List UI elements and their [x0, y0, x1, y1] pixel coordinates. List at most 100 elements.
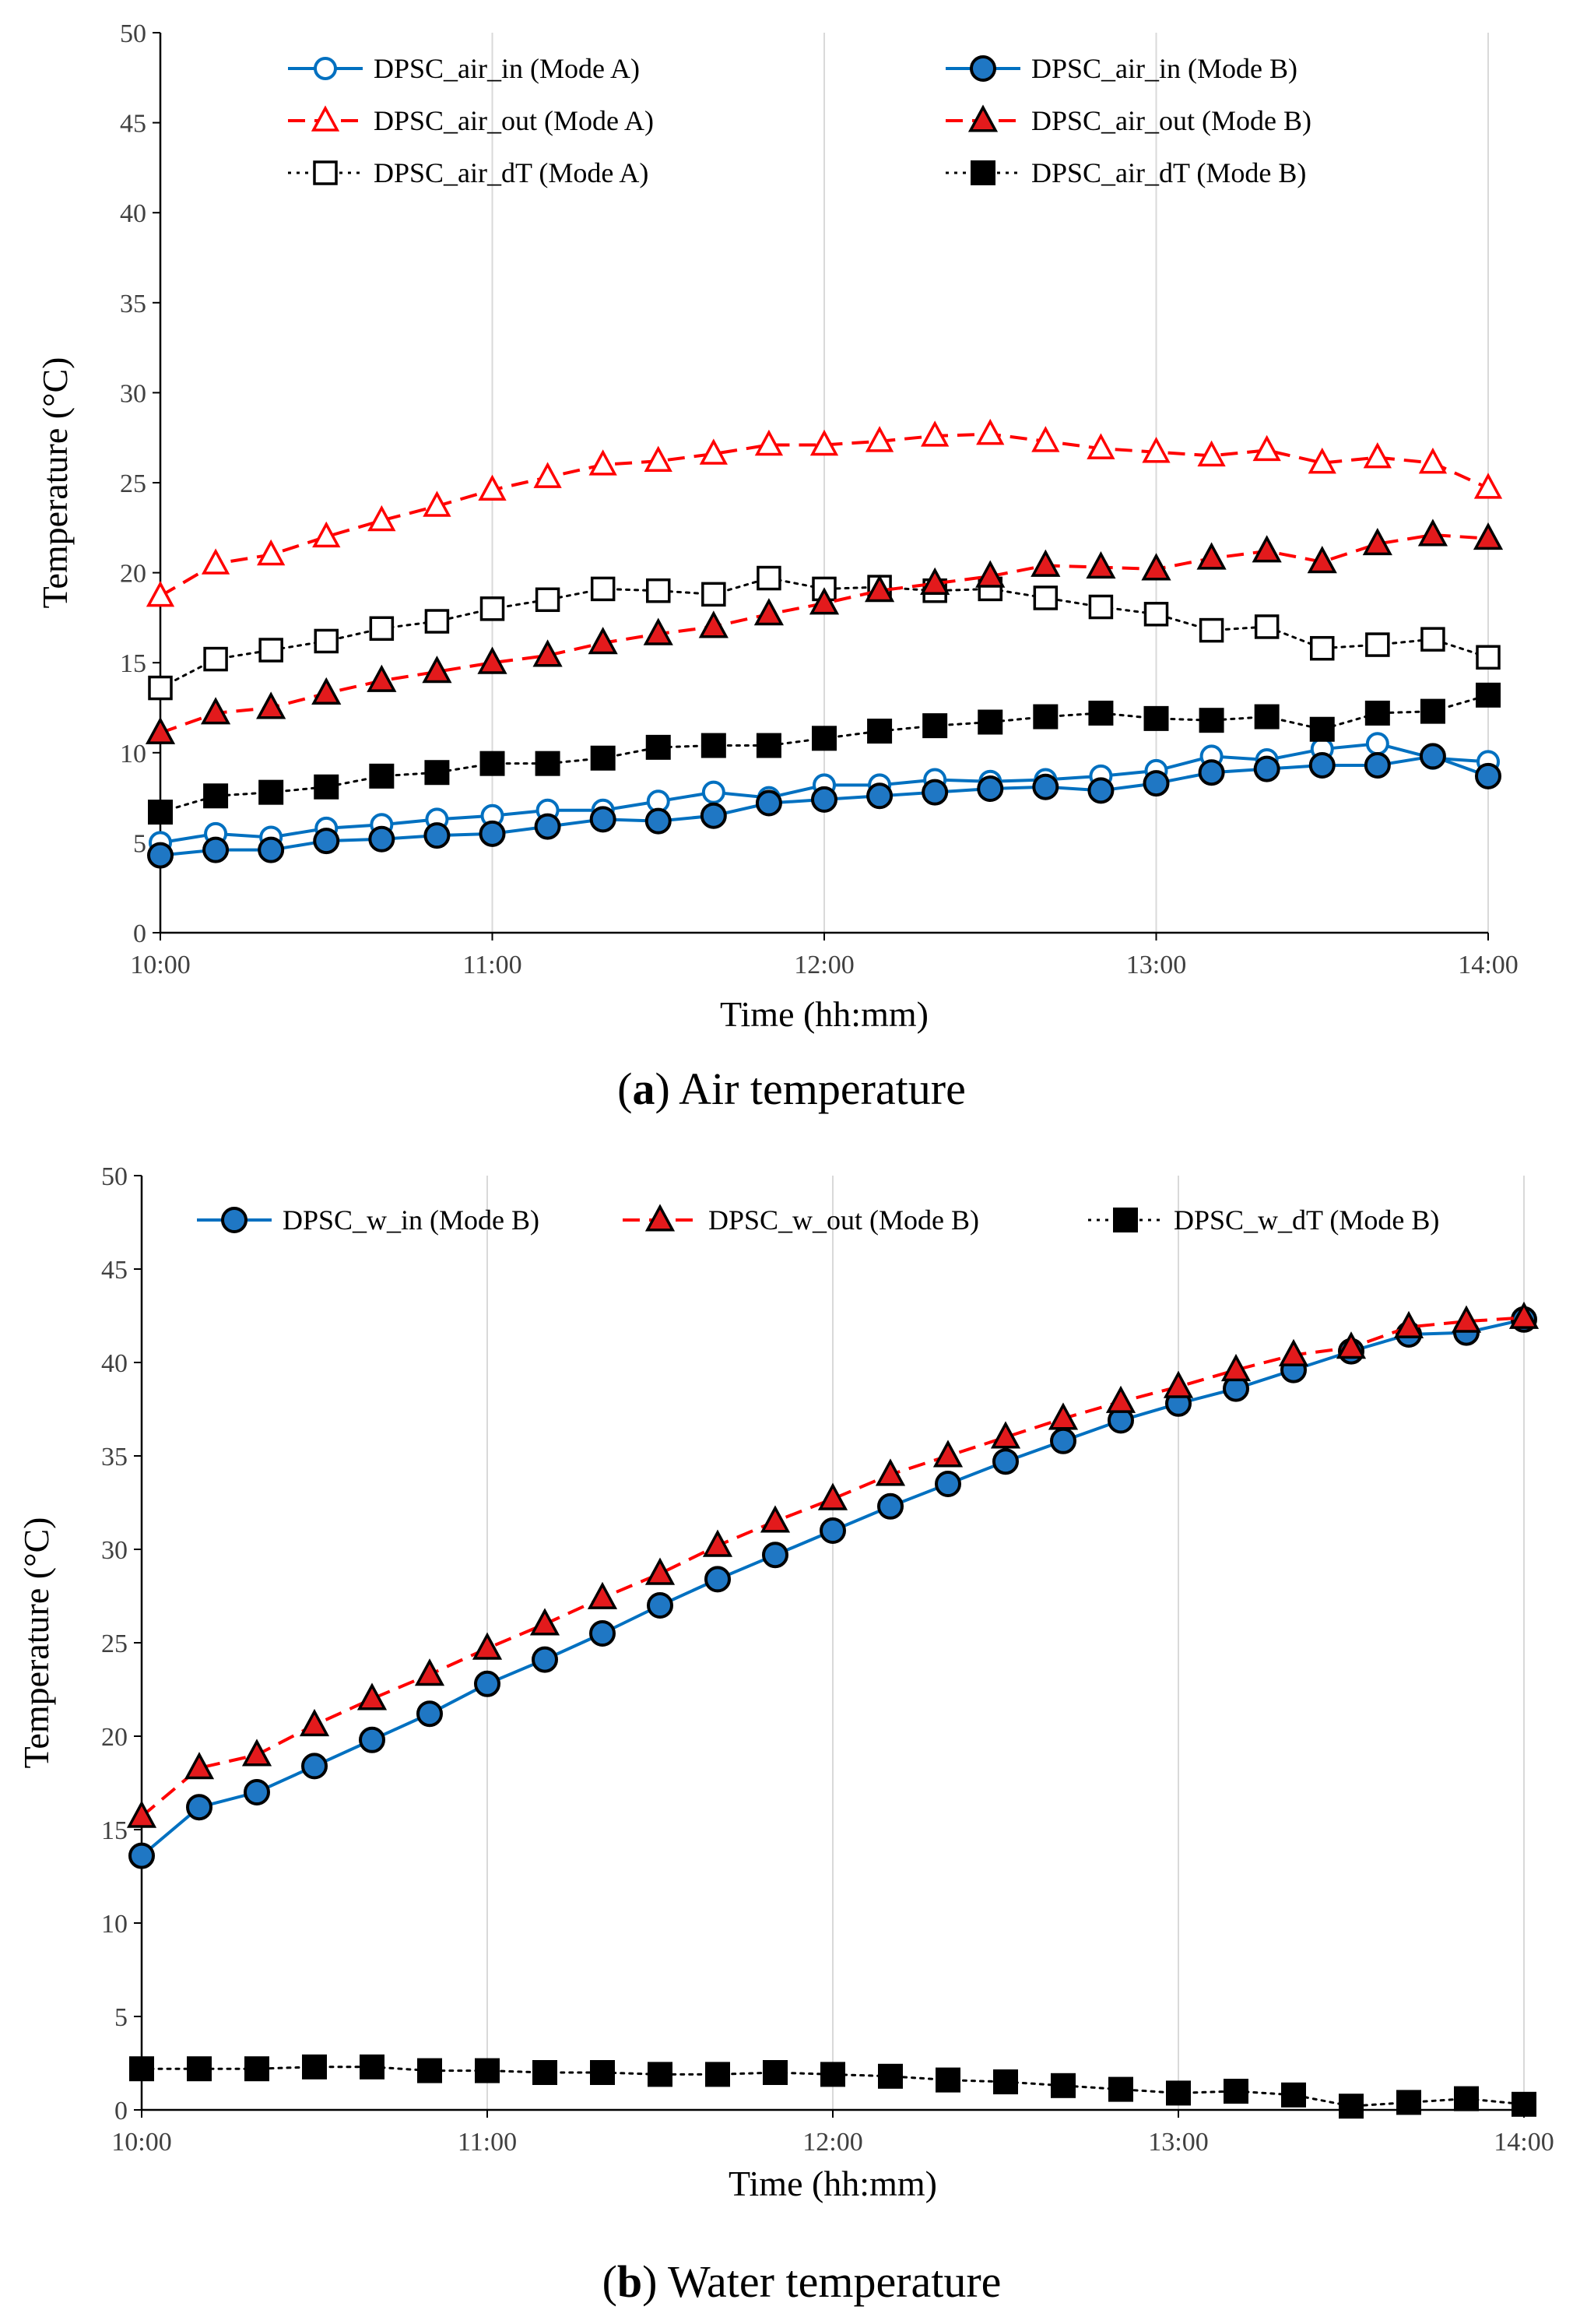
y-tick-label: 30: [120, 379, 146, 408]
data-point: [702, 1529, 733, 1557]
x-tick-label: 10:00: [111, 2128, 171, 2157]
data-point: [1048, 1402, 1079, 1430]
y-tick-label: 5: [114, 2003, 128, 2032]
data-point: [1454, 2086, 1479, 2111]
data-point: [1031, 549, 1061, 577]
data-point: [1451, 1305, 1482, 1333]
data-point: [1309, 716, 1335, 742]
data-point: [1473, 522, 1504, 550]
data-point: [809, 587, 840, 615]
data-point: [258, 836, 285, 863]
data-point: [1087, 777, 1115, 804]
y-tick-label: 30: [101, 1536, 128, 1565]
data-point: [867, 719, 893, 744]
data-point: [203, 783, 229, 809]
data-point: [705, 2062, 730, 2087]
data-point: [864, 575, 895, 603]
data-point: [360, 2054, 384, 2080]
data-point: [148, 675, 173, 701]
data-point: [129, 2056, 154, 2082]
legend-label: DPSC_w_out (Mode B): [708, 1204, 979, 1236]
data-point: [1087, 433, 1115, 459]
data-point: [1050, 1427, 1076, 1454]
data-point: [314, 774, 339, 800]
data-point: [589, 806, 616, 833]
data-point: [975, 560, 1006, 588]
legend-item-dpsc-air-in-mode-b: DPSC_air_in (Mode B): [946, 53, 1297, 84]
data-point: [700, 802, 727, 829]
data-point: [920, 567, 950, 595]
caption-text: Water temperature: [668, 2256, 1001, 2307]
data-point: [1419, 743, 1446, 770]
y-tick-label: 10: [120, 740, 146, 768]
data-point: [422, 656, 452, 684]
data-point: [244, 1779, 270, 1805]
legend-item-dpsc-air-dt-mode-b: DPSC_air_dT (Mode B): [946, 157, 1306, 188]
data-point: [587, 1581, 618, 1609]
data-point: [812, 726, 837, 751]
legend-label: DPSC_air_dT (Mode B): [1031, 157, 1306, 188]
series-dpsc-air-dt-mode-a: [148, 565, 1501, 701]
data-point: [1363, 441, 1392, 469]
data-point: [1197, 440, 1226, 467]
data-point: [1254, 704, 1280, 730]
data-point: [359, 1726, 385, 1753]
data-point: [977, 775, 1004, 803]
legend-marker: [311, 105, 340, 132]
data-point: [760, 1505, 791, 1533]
series-dpsc-air-in-mode-b: [147, 743, 1501, 869]
data-point: [258, 779, 284, 805]
data-point: [1252, 434, 1281, 462]
data-point: [866, 782, 894, 810]
data-point: [922, 779, 949, 806]
legend-label: DPSC_air_in (Mode A): [374, 53, 640, 84]
y-tick-label: 20: [120, 560, 146, 589]
data-point: [532, 1646, 558, 1673]
data-point: [588, 627, 618, 655]
data-point: [1339, 2094, 1364, 2119]
data-point: [299, 1708, 330, 1737]
data-point: [475, 2058, 500, 2083]
x-axis-title: Time (hh:mm): [720, 994, 929, 1034]
y-tick-label: 20: [101, 1723, 128, 1752]
data-point: [416, 1700, 443, 1728]
data-point: [241, 1739, 272, 1767]
y-axis-title: Temperature (°C): [35, 357, 75, 609]
y-tick-label: 35: [101, 1443, 128, 1471]
data-point: [1166, 2080, 1191, 2106]
data-point: [1163, 1370, 1194, 1398]
data-point: [1418, 447, 1448, 474]
data-point: [1143, 770, 1170, 797]
data-point: [1253, 755, 1280, 782]
data-point: [313, 828, 340, 855]
y-tick-label: 10: [101, 1910, 128, 1939]
data-point: [990, 1421, 1021, 1449]
legend-marker: [644, 1204, 676, 1232]
data-point: [699, 438, 728, 465]
data-point: [1141, 553, 1171, 581]
data-point: [369, 616, 395, 642]
data-point: [1196, 542, 1227, 570]
data-point: [1254, 614, 1280, 639]
x-tick-label: 10:00: [130, 951, 190, 979]
data-point: [1086, 550, 1116, 579]
data-point: [302, 2054, 327, 2080]
data-point: [762, 1542, 788, 1569]
data-point: [878, 2063, 903, 2089]
data-point: [369, 763, 395, 789]
legend-item-dpsc-air-dt-mode-a: DPSC_air_dT (Mode A): [288, 157, 648, 188]
data-point: [145, 716, 176, 744]
data-point: [1417, 519, 1448, 547]
data-point: [1364, 700, 1390, 726]
data-point: [647, 1592, 673, 1619]
data-point: [1143, 602, 1169, 627]
legend-item-dpsc-w-in-mode-b: DPSC_w_in (Mode B): [197, 1204, 539, 1236]
data-point: [648, 2062, 672, 2087]
data-point: [700, 733, 726, 758]
legend: DPSC_w_in (Mode B) DPSC_w_out (Mode B) DPS…: [197, 1204, 1439, 1236]
data-point: [301, 1753, 328, 1780]
legend-item-dpsc-air-out-mode-a: DPSC_air_out (Mode A): [288, 105, 654, 136]
caption-paren: ): [655, 1064, 679, 1114]
data-point: [258, 638, 283, 663]
